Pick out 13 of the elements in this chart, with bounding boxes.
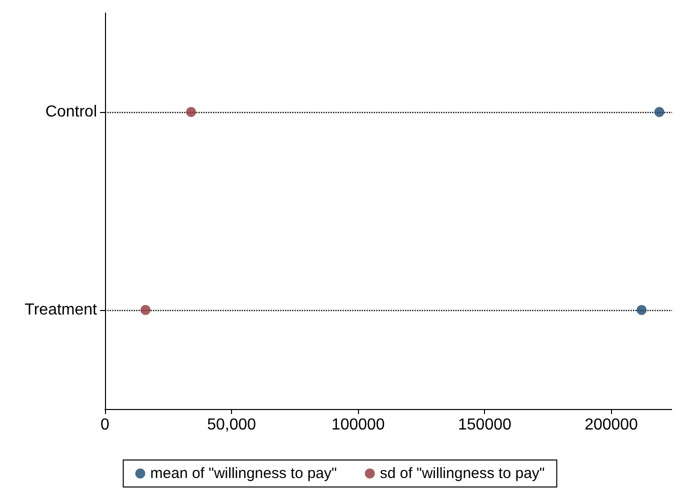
x-tick-label: 0 <box>100 416 110 434</box>
x-tick-label: 100000 <box>331 416 385 434</box>
y-tick-label: Treatment <box>24 302 98 318</box>
point <box>654 107 664 117</box>
y-tick-label: Control <box>45 104 97 120</box>
legend-label: sd of "willingness to pay" <box>380 465 545 482</box>
x-tick-label: 150000 <box>458 416 512 434</box>
legend-label: mean of "willingness to pay" <box>150 465 337 482</box>
x-tick-label: 50,000 <box>207 416 256 434</box>
point <box>186 107 196 117</box>
x-tick-label: 200000 <box>584 416 638 434</box>
point <box>636 305 647 315</box>
point <box>140 305 150 315</box>
